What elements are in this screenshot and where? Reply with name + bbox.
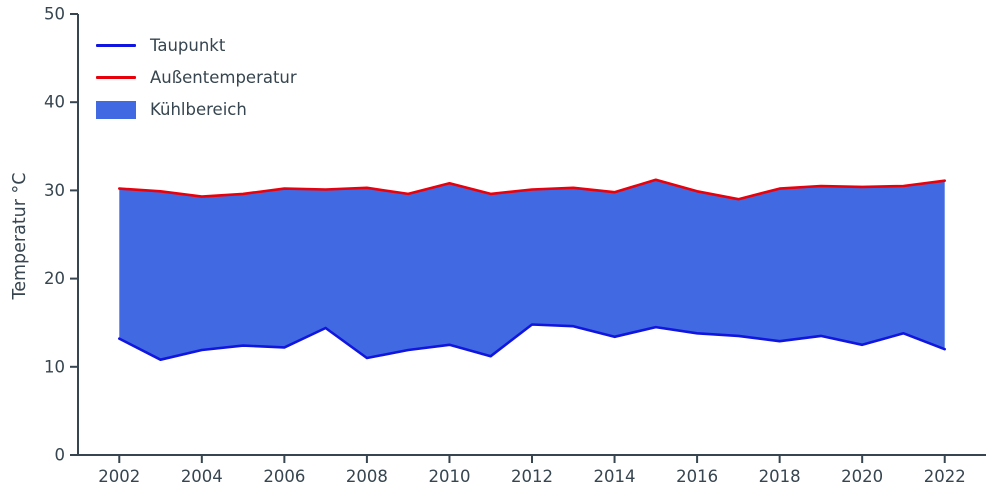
x-tick-label: 2004 [181, 467, 223, 486]
legend-item-aussentemperatur: Außentemperatur [96, 68, 297, 87]
x-tick-label: 2002 [98, 467, 140, 486]
y-tick-label: 0 [55, 446, 66, 465]
y-tick-label: 40 [44, 93, 65, 112]
legend-line-marker-aussentemperatur [96, 76, 136, 79]
legend-item-taupunkt: Taupunkt [96, 36, 297, 55]
y-tick-label: 10 [44, 357, 65, 376]
line-series-1 [118, 178, 947, 201]
legend-line-marker-taupunkt [96, 44, 136, 47]
x-tick-label: 2010 [428, 467, 470, 486]
x-tick-label: 2006 [263, 467, 305, 486]
chart-legend: Taupunkt Außentemperatur Kühlbereich [96, 36, 297, 119]
y-tick-label: 50 [44, 5, 65, 24]
legend-patch-marker-kuehlbereich [96, 100, 136, 119]
legend-item-kuehlbereich: Kühlbereich [96, 100, 297, 119]
y-tick-label: 30 [44, 181, 65, 200]
legend-label-kuehlbereich: Kühlbereich [150, 100, 247, 119]
x-tick-label: 2014 [594, 467, 636, 486]
legend-label-taupunkt: Taupunkt [150, 36, 226, 55]
x-tick-label: 2022 [924, 467, 966, 486]
y-tick-label: 20 [44, 269, 65, 288]
x-tick-label: 2018 [759, 467, 801, 486]
x-tick-label: 2008 [346, 467, 388, 486]
y-axis-label: Temperatur °C [10, 172, 30, 300]
x-tick-label: 2012 [511, 467, 553, 486]
x-tick-label: 2016 [676, 467, 718, 486]
area-kuehlbereich [119, 179, 945, 360]
line-series-0 [118, 323, 947, 362]
x-tick-label: 2020 [841, 467, 883, 486]
legend-label-aussentemperatur: Außentemperatur [150, 68, 297, 87]
plot-layer: 0 10 20 30 40 50 2002 2004 2006 2008 2010 2012 2014 2… [44, 5, 986, 486]
